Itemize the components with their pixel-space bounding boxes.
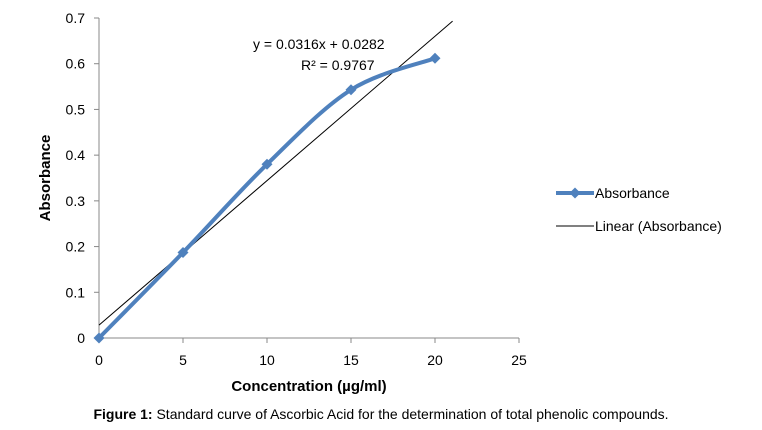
y-tick-label: 0.4 — [66, 147, 86, 163]
legend: Absorbance Linear (Absorbance) — [556, 185, 722, 234]
x-tick-label: 5 — [179, 352, 187, 368]
y-tick-label: 0.6 — [66, 56, 86, 72]
y-tick-label: 0.3 — [66, 193, 86, 209]
legend-label-linear: Linear (Absorbance) — [595, 218, 722, 234]
caption-text: Standard curve of Ascorbic Acid for the … — [152, 406, 669, 422]
x-tick-label: 25 — [511, 352, 527, 368]
data-point-marker — [261, 158, 273, 170]
y-tick-label: 0.1 — [66, 284, 86, 300]
x-tick-label: 0 — [95, 352, 103, 368]
data-point-marker — [177, 247, 189, 259]
x-tick-label: 15 — [343, 352, 359, 368]
series-layer — [93, 52, 441, 344]
y-tick-label: 0.7 — [66, 10, 86, 26]
y-tick-label: 0.2 — [66, 239, 86, 255]
x-tick-label: 20 — [427, 352, 443, 368]
axes: 0 0.1 0.2 0.3 0.4 0.5 0.6 0.7 0 5 10 15 20 25 — [66, 10, 527, 368]
legend-label-absorbance: Absorbance — [595, 185, 670, 201]
trendline — [98, 20, 453, 326]
caption-label: Figure 1: — [93, 406, 153, 422]
y-axis-title: Absorbance — [37, 135, 54, 222]
legend-marker-absorbance — [569, 187, 581, 199]
series-line-absorbance — [97, 56, 436, 340]
figure-caption: Figure 1: Standard curve of Ascorbic Aci… — [0, 406, 762, 422]
chart: 0 0.1 0.2 0.3 0.4 0.5 0.6 0.7 0 5 10 15 20 25 y = 0.0… — [37, 10, 722, 395]
data-point-marker — [429, 52, 441, 64]
x-axis-title: Concentration (µg/ml) — [231, 378, 386, 395]
trendline-layer — [98, 20, 453, 326]
y-tick-label: 0 — [77, 330, 85, 346]
data-point-marker — [345, 84, 357, 96]
equation-annotation: y = 0.0316x + 0.0282 — [253, 36, 385, 52]
x-tick-label: 10 — [259, 352, 275, 368]
data-point-marker — [93, 332, 105, 344]
r-squared-annotation: R² = 0.9767 — [301, 57, 375, 73]
y-tick-label: 0.5 — [66, 101, 86, 117]
